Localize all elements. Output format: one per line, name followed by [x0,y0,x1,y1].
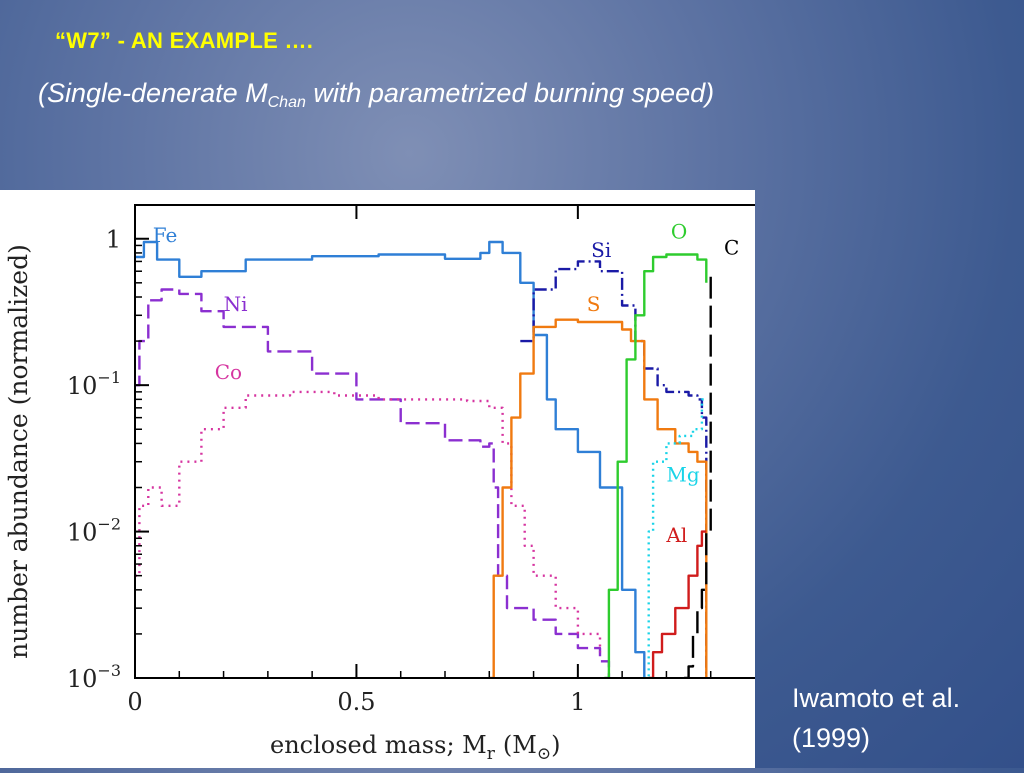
x-axis-label-unit-close: ) [551,731,560,759]
series-line-ni [135,288,611,678]
series-line-fe [135,240,646,678]
series-label-c: C [724,236,739,260]
x-axis-label: enclosed mass; Mr (M⊙) [270,731,560,764]
series-line-al [648,530,707,678]
x-axis-label-unit-sub: ⊙ [537,744,551,764]
series-label-al: Al [665,523,687,547]
series-label-s: S [587,292,601,316]
plot-frame [134,204,776,679]
x-axis-label-unit: (M [503,731,537,759]
series-line-mg [644,398,707,678]
x-tick-label: 0 [127,688,142,716]
x-axis-label-text: enclosed mass; M [270,731,487,759]
citation: Iwamoto et al. (1999) [792,678,960,758]
x-tick-label: 1 [570,688,585,716]
citation-year: (1999) [792,723,871,753]
series-label-fe: Fe [153,223,178,247]
subtitle-prefix: (Single-denerate M [38,78,268,108]
y-tick-label: 10−2 [67,515,121,547]
series-label-co: Co [215,360,242,384]
subtitle-suffix: with parametrized burning speed) [305,78,715,108]
y-tick-label: 10−1 [67,368,121,400]
x-axis-label-sub: r [487,744,496,764]
series-line-s [489,318,708,678]
series-label-ni: Ni [224,292,248,316]
series-line-c [684,276,712,678]
figure-panel: 0 0.5 1 1 10−1 10−2 10−3 Fe Ni Co Si S O C Mg Al numbe… [0,190,776,768]
ticks-layer: 0 0.5 1 1 10−1 10−2 10−3 [67,205,712,716]
labels-layer: Fe Ni Co Si S O C Mg Al [153,220,740,547]
series-line-o [604,253,708,678]
abundance-chart: 0 0.5 1 1 10−1 10−2 10−3 Fe Ni Co Si S O C Mg Al numbe… [4,204,776,764]
series-label-mg: Mg [666,462,699,486]
series-label-si: Si [591,238,611,262]
y-axis-label: number abundance (normalized) [4,244,33,659]
series-line-si [520,260,708,678]
citation-authors: Iwamoto et al. [792,683,961,713]
y-tick-label: 10−3 [67,661,121,693]
series-line-co [135,390,602,653]
slide-title: “W7” - AN EXAMPLE …. [55,28,314,53]
subtitle-subscript: Chan [267,94,306,111]
plot-layer [135,240,712,678]
x-tick-label: 0.5 [337,688,375,716]
y-tick-label: 1 [106,226,121,254]
series-label-o: O [671,220,687,244]
slide-subtitle: (Single-denerate MChan with parametrized… [38,78,714,112]
